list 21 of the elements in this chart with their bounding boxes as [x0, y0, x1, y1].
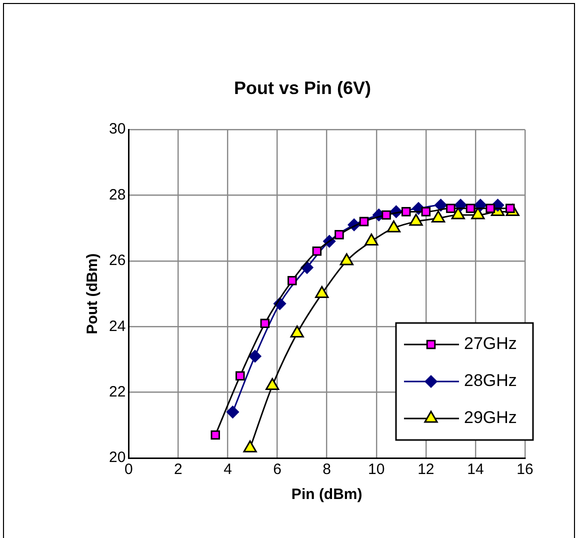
y-tick-label: 28 [108, 186, 126, 204]
legend-label: 28GHz [464, 371, 517, 390]
x-tick-label: 0 [124, 461, 133, 478]
x-tick-label: 16 [516, 461, 534, 478]
legend-label: 27GHz [464, 334, 517, 354]
y-tick-label: 26 [108, 252, 126, 270]
y-tick-label: 22 [108, 383, 126, 400]
x-tick-label: 6 [273, 461, 282, 478]
x-tick-label: 10 [368, 461, 385, 478]
legend-label: 29GHz [464, 408, 517, 428]
x-tick-label: 4 [224, 461, 232, 478]
y-axis-title: Pout (dBm) [84, 253, 102, 334]
x-tick-label: 12 [418, 461, 434, 478]
x-axis-title: Pin (dBm) [291, 486, 362, 504]
x-tick-label: 2 [174, 461, 182, 478]
y-tick-label: 30 [108, 120, 126, 138]
chart-title: Pout vs Pin (6V) [234, 78, 372, 98]
x-tick-label: 14 [467, 461, 484, 478]
y-tick-label: 20 [108, 449, 126, 466]
y-tick-label: 24 [108, 318, 126, 335]
x-tick-label: 8 [322, 461, 332, 478]
